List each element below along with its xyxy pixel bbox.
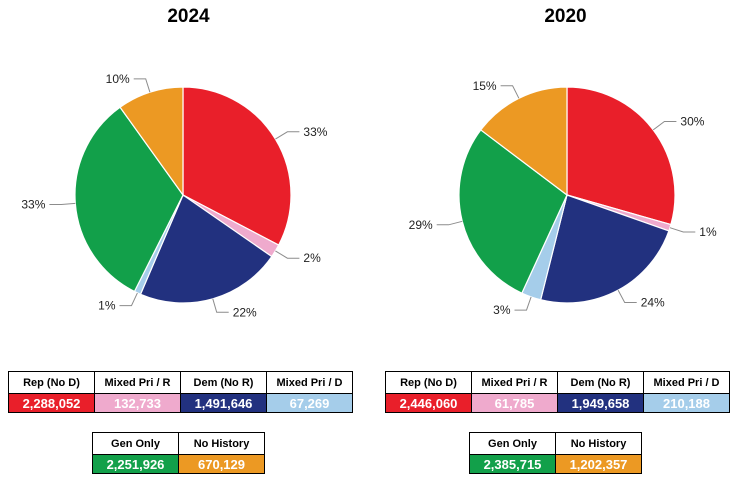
leader-line-nohist xyxy=(500,85,520,99)
value-rep: 2,446,060 xyxy=(385,393,472,413)
chart-title: 2024 xyxy=(167,6,210,27)
pie-slice-dem xyxy=(539,194,670,304)
leader-line-rep xyxy=(275,131,300,140)
slice-label-mixed-r: 1% xyxy=(699,225,717,239)
header-rep: Rep (No D) xyxy=(8,371,95,394)
value-mixed-d: 67,269 xyxy=(266,393,353,413)
header-dem: Dem (No R) xyxy=(557,371,644,394)
slice-label-dem: 22% xyxy=(233,305,257,319)
slice-label-mixed-d: 1% xyxy=(98,299,116,313)
slice-label-rep: 30% xyxy=(680,115,704,129)
slice-label-dem: 24% xyxy=(641,296,665,310)
leader-line-mixed-r xyxy=(275,250,300,259)
summary-table-bottom: Gen Only No History 2,251,926 670,129 xyxy=(92,432,265,474)
pie-slice-rep xyxy=(566,86,676,226)
value-dem: 1,949,658 xyxy=(557,393,644,413)
summary-table-top: Rep (No D) Mixed Pri / R Dem (No R) Mixe… xyxy=(8,371,353,413)
header-mixed-d: Mixed Pri / D xyxy=(643,371,730,394)
value-gen: 2,251,926 xyxy=(92,454,179,474)
value-rep: 2,288,052 xyxy=(8,393,95,413)
panel-2020: 2020 30% 1% 24% 3% 29% 15% Rep (No D) Mixed P… xyxy=(377,0,754,496)
value-gen: 2,385,715 xyxy=(469,454,556,474)
header-mixed-r: Mixed Pri / R xyxy=(94,371,181,394)
value-mixed-r: 132,733 xyxy=(94,393,181,413)
leader-line-mixed-d xyxy=(119,292,138,307)
value-nohist: 670,129 xyxy=(178,454,265,474)
panel-2024: 2024 33% 2% 22% 1% 33% 10% Rep (No D) Mixed P… xyxy=(0,0,377,496)
header-rep: Rep (No D) xyxy=(385,371,472,394)
header-nohist: No History xyxy=(555,432,642,455)
value-dem: 1,491,646 xyxy=(180,393,267,413)
pie-slice-gen xyxy=(458,129,568,294)
header-mixed-r: Mixed Pri / R xyxy=(471,371,558,394)
leader-line-nohist xyxy=(133,78,151,93)
summary-table-top: Rep (No D) Mixed Pri / R Dem (No R) Mixe… xyxy=(385,371,730,413)
leader-line-mixed-r xyxy=(669,227,696,233)
summary-table-bottom: Gen Only No History 2,385,715 1,202,357 xyxy=(469,432,642,474)
value-nohist: 1,202,357 xyxy=(555,454,642,474)
value-mixed-r: 61,785 xyxy=(471,393,558,413)
header-dem: Dem (No R) xyxy=(180,371,267,394)
leader-line-mixed-d xyxy=(514,296,532,311)
header-gen: Gen Only xyxy=(469,432,556,455)
value-mixed-d: 210,188 xyxy=(643,393,730,413)
pie-chart-2024: 33% 2% 22% 1% 33% 10% xyxy=(21,72,327,319)
leader-line-rep xyxy=(652,121,677,131)
header-mixed-d: Mixed Pri / D xyxy=(266,371,353,394)
leader-line-dem xyxy=(617,289,637,303)
leader-line-gen xyxy=(49,202,76,205)
slice-label-gen: 29% xyxy=(409,218,433,232)
slice-label-mixed-d: 3% xyxy=(493,303,511,317)
header-nohist: No History xyxy=(178,432,265,455)
chart-title: 2020 xyxy=(544,6,587,27)
pie-chart-2020: 30% 1% 24% 3% 29% 15% xyxy=(409,79,717,317)
slice-label-gen: 33% xyxy=(21,198,45,212)
pie-slice-gen xyxy=(74,106,184,293)
leader-line-dem xyxy=(212,298,229,313)
slice-label-mixed-r: 2% xyxy=(303,251,321,265)
slice-label-nohist: 10% xyxy=(106,72,130,86)
slice-label-rep: 33% xyxy=(303,125,327,139)
leader-line-gen xyxy=(436,220,463,226)
pie-slice-nohist xyxy=(479,86,568,197)
slice-label-nohist: 15% xyxy=(473,79,497,93)
header-gen: Gen Only xyxy=(92,432,179,455)
